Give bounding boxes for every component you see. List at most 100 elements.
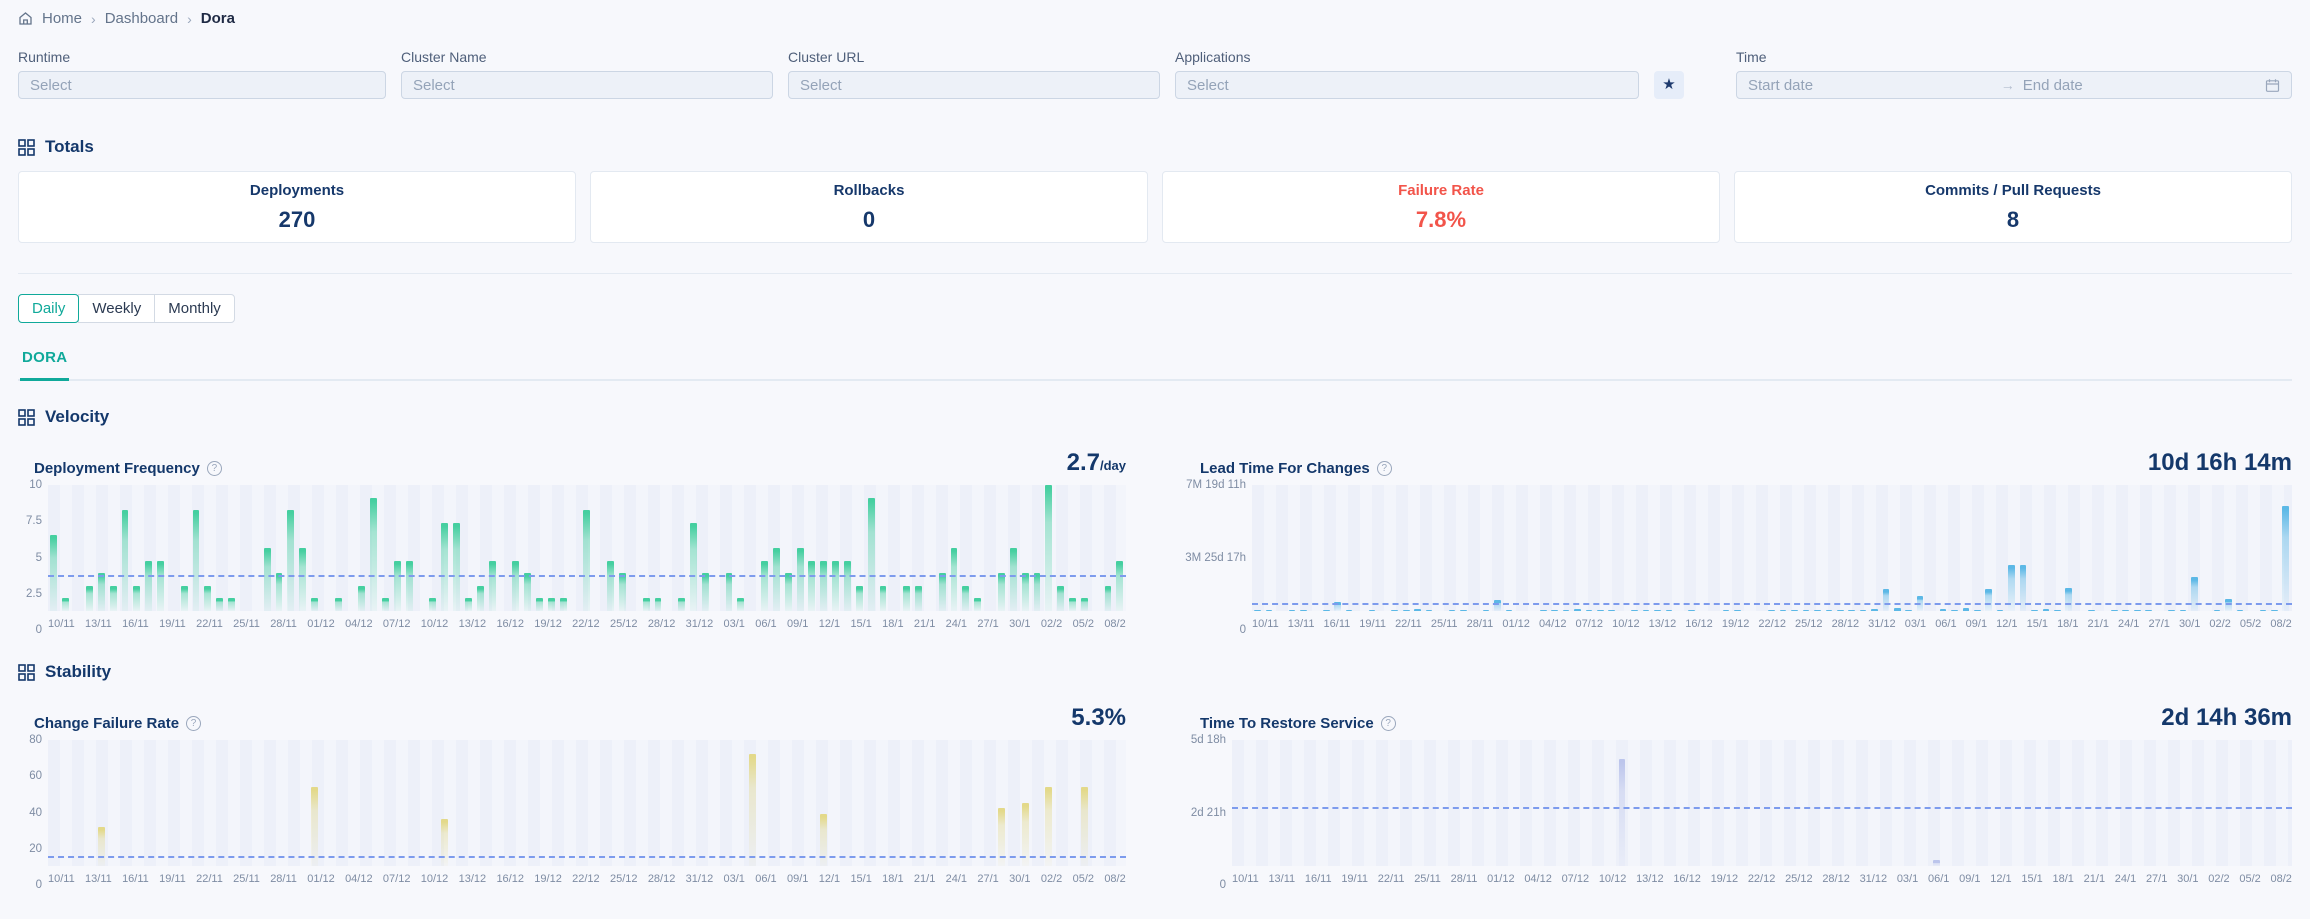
card-value: 7.8% [1415,206,1467,232]
x-tick-label: 07/12 [382,873,411,885]
placeholder-text: Select [800,76,842,94]
bar-slot [1857,485,1868,611]
breadcrumb-dashboard[interactable]: Dashboard [104,10,179,27]
cluster-url-filter: Cluster URL Select [788,49,1160,99]
favorite-star-button[interactable]: ★ [1654,71,1684,99]
tab-monthly[interactable]: Monthly [154,294,235,323]
start-date-input[interactable]: Start date [1748,76,1814,94]
bar [1951,609,1958,611]
bar-slot [119,740,131,866]
info-icon[interactable]: ? [1380,716,1396,731]
bar-slot [688,740,700,866]
y-tick-label: 40 [29,806,42,819]
tab-daily[interactable]: Daily [18,294,80,323]
bar-slot [2017,485,2028,611]
bar-slot [628,740,640,866]
x-tick-label: 21/1 [2083,873,2106,885]
bar-slot [1937,485,1948,611]
bar-slot [1515,485,1526,611]
bar [2031,610,2038,611]
x-tick-label: 12/1 [818,873,841,885]
x-tick-label: 16/11 [1323,618,1351,630]
date-range-picker[interactable]: Start date → End date [1736,71,2292,99]
chevron-right-icon: › [91,10,96,27]
bar-slot [522,740,534,866]
x-tick-label: 28/11 [270,873,297,885]
plot-area [1252,485,2292,611]
tab-dora[interactable]: DORA [20,345,70,381]
bar [915,585,922,611]
bar-slot [1560,485,1571,611]
bar-slot [617,485,629,611]
x-tick-label: 22/12 [572,873,600,885]
bar [1779,609,1787,611]
bar [1932,859,1940,866]
bar-slot [1777,485,1788,611]
bar-slot [913,740,925,866]
bar-slot [1880,485,1891,611]
bar-slot [723,485,735,611]
breadcrumb-home[interactable]: Home [42,10,83,27]
bar-slot [1709,485,1720,611]
bar-slot [1618,485,1629,611]
range-arrow-icon: → [2000,77,2015,93]
x-tick-label: 06/1 [755,618,777,630]
x-tick-label: 16/12 [496,618,524,630]
bar [820,560,828,611]
end-date-input[interactable]: End date [2022,76,2083,94]
bar-slot [735,740,747,866]
bar-slot [545,740,557,866]
tab-weekly[interactable]: Weekly [78,294,156,323]
bar-slot [320,740,332,866]
info-icon[interactable]: ? [186,716,202,731]
x-tick-label: 03/1 [1896,873,1919,885]
x-tick-label: 03/1 [1904,618,1927,630]
bar [1894,608,1901,611]
bar [1494,600,1501,611]
bar-slot [806,485,818,611]
card-value: 0 [862,206,876,232]
bar-slot [143,485,155,611]
bar [2168,610,2175,611]
bar-slot [415,485,427,611]
x-tick-label: 09/1 [786,618,809,630]
bar [1539,610,1547,611]
bar [1642,610,1650,611]
cluster-name-select[interactable]: Select [401,71,773,99]
applications-select[interactable]: Select [1175,71,1639,99]
bar-slot [1232,740,1244,866]
x-tick-label: 19/12 [534,873,562,885]
bar-slot [2074,485,2085,611]
bar-slot [1861,740,1873,866]
x-tick-label: 22/11 [196,873,223,885]
stability-title: Stability [45,662,112,681]
bar-slot [853,485,865,611]
bar-slot [2152,740,2164,866]
x-tick-label: 09/1 [786,873,809,885]
chart-title: Lead Time For Changes [1200,460,1370,477]
bar-slot [1628,740,1640,866]
bar-slot [735,485,747,611]
info-icon[interactable]: ? [206,461,222,476]
home-icon[interactable] [18,11,33,26]
x-tick-label: 28/12 [647,618,676,630]
info-icon[interactable]: ? [1376,461,1392,476]
average-line [48,855,1126,858]
chart-title: Deployment Frequency [34,460,200,477]
bar [465,598,472,611]
bar-slot [1523,740,1535,866]
bar-slot [249,485,261,611]
calendar-icon[interactable] [2265,78,2280,93]
bar-slot [1019,485,1031,611]
bar [524,573,532,611]
bar [2282,505,2289,611]
bar-slot [1595,485,1606,611]
bar-slot [1492,485,1503,611]
bar-slot [806,740,818,866]
runtime-select[interactable]: Select [18,71,386,99]
bar-slot [1744,740,1756,866]
cluster-url-select[interactable]: Select [788,71,1160,99]
x-tick-label: 13/12 [458,618,487,630]
bar-slot [1846,485,1857,611]
bar-slot [238,740,250,866]
